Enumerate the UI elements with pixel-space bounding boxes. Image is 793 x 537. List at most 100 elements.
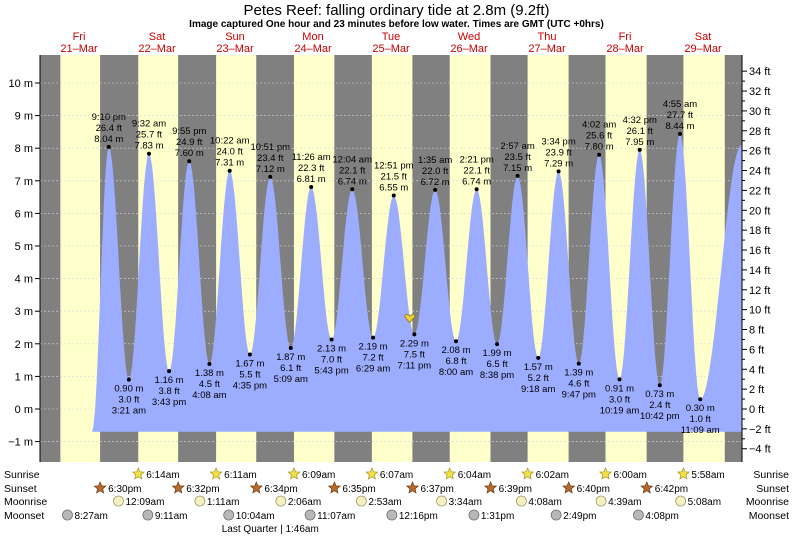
high-tide-meters: 6.55 m [379, 182, 408, 193]
moonset-time: 8:27am [74, 511, 107, 522]
day-date: 23–Mar [216, 43, 254, 55]
y-tick-label: 9 m [15, 111, 33, 123]
tide-point [227, 168, 232, 173]
day-date: 27–Mar [528, 43, 566, 55]
moonrise-icon [275, 495, 287, 507]
sunset-time: 6:39pm [499, 484, 532, 495]
sunrise-time: 5:58am [691, 470, 724, 481]
low-tide-meters: 2.08 m [441, 345, 470, 356]
low-tide-feet: 4.6 ft [568, 379, 589, 390]
sun-moon-events: Sunrise Sunset Moonrise Moonset Sunrise … [4, 467, 789, 535]
high-tide-meters: 8.44 m [665, 121, 694, 132]
moonrise-time: 4:39am [608, 497, 641, 508]
high-tide-feet: 22.1 ft [339, 165, 366, 176]
high-tide-time: 10:51 pm [250, 142, 290, 153]
tide-point [677, 131, 682, 136]
high-tide-time: 1:35 am [418, 155, 452, 166]
low-tide-meters: 1.87 m [276, 352, 305, 363]
moonrise-icon [595, 495, 607, 507]
day-name: Wed [458, 31, 480, 43]
moonset-icon [62, 509, 73, 521]
high-tide-meters: 8.04 m [94, 134, 123, 145]
high-tide-meters: 7.15 m [503, 163, 532, 174]
sunset-icon [640, 481, 654, 494]
moonset-icon [386, 509, 398, 521]
tide-point [126, 377, 131, 382]
moonset-time: 10:04am [236, 511, 275, 522]
low-tide-meters: 1.38 m [195, 368, 224, 379]
low-tide-meters: 1.39 m [564, 368, 593, 379]
moonrise-time: 2:06am [288, 497, 321, 508]
day-date: 21–Mar [60, 43, 98, 55]
sunrise-row-label-right: Sunrise [753, 469, 789, 481]
sunset-time: 6:32pm [186, 484, 219, 495]
sunrise-time: 6:07am [380, 470, 413, 481]
tide-point [207, 362, 212, 367]
high-tide-meters: 6.81 m [297, 174, 326, 185]
day-name: Thu [538, 31, 557, 43]
sunset-row-label-right: Sunset [756, 483, 789, 495]
sunset-icon [93, 481, 107, 494]
high-tide-meters: 6.74 m [338, 176, 367, 187]
sunrise-time: 6:11am [224, 470, 257, 481]
moonset-time: 12:16pm [399, 511, 438, 522]
low-tide-feet: 7.0 ft [321, 355, 342, 366]
high-tide-time: 3:34 pm [541, 136, 575, 147]
low-tide-meters: 0.30 m [686, 403, 715, 414]
low-tide-time: 5:09 am [274, 374, 308, 385]
sunset-time: 6:30pm [108, 484, 141, 495]
moonset-time: 9:11am [155, 511, 188, 522]
low-tide-meters: 1.16 m [155, 375, 184, 386]
day-headers: Fri21–MarSat22–MarSun23–MarMon24–MarTue2… [60, 31, 722, 55]
day-name: Mon [302, 31, 323, 43]
high-tide-time: 4:32 pm [623, 115, 657, 126]
high-tide-meters: 7.31 m [215, 158, 244, 169]
high-tide-feet: 23.4 ft [257, 153, 284, 164]
high-tide-feet: 22.3 ft [298, 163, 325, 174]
high-tide-time: 9:55 pm [172, 126, 206, 137]
high-tide-time: 9:10 pm [92, 112, 126, 123]
chart-subtitle: Image captured One hour and 23 minutes b… [189, 19, 604, 30]
high-tide-feet: 22.0 ft [422, 166, 449, 177]
sunrise-time: 6:09am [302, 470, 335, 481]
low-tide-meters: 2.19 m [359, 342, 388, 353]
low-tide-time: 8:38 pm [480, 370, 514, 381]
tide-point [617, 377, 622, 382]
moonset-time: 4:08pm [645, 511, 678, 522]
tide-point [515, 173, 520, 178]
sunrise-time: 6:00am [614, 470, 647, 481]
moonrise-time: 3:34am [449, 497, 482, 508]
y-tick-label: −1 m [8, 437, 33, 449]
tide-point [637, 147, 642, 152]
day-date: 22–Mar [138, 43, 176, 55]
y2-tick-label: 26 ft [749, 146, 770, 158]
y2-tick-label: 10 ft [749, 305, 770, 317]
high-tide-feet: 23.5 ft [504, 152, 531, 163]
y2-tick-label: 30 ft [749, 106, 770, 118]
y-tick-label: 7 m [15, 176, 33, 188]
sunrise-time: 6:14am [146, 470, 179, 481]
y2-tick-label: 0 ft [749, 404, 764, 416]
y-tick-label: 8 m [15, 143, 33, 155]
high-tide-feet: 24.0 ft [216, 147, 243, 158]
sunrise-time: 6:02am [536, 470, 569, 481]
low-tide-time: 9:18 am [521, 384, 555, 395]
moonset-time: 2:49pm [563, 511, 596, 522]
y2-tick-label: 22 ft [749, 185, 770, 197]
y-tick-label: 3 m [15, 306, 33, 318]
moonrise-icon [675, 495, 687, 507]
low-tide-feet: 5.5 ft [239, 370, 260, 381]
low-tide-feet: 7.2 ft [363, 353, 384, 364]
high-tide-feet: 23.9 ft [545, 147, 572, 158]
sunset-icon [249, 481, 263, 494]
tide-point [433, 187, 438, 192]
tide-point [576, 361, 581, 366]
y2-tick-label: 6 ft [749, 344, 764, 356]
low-tide-meters: 1.67 m [235, 359, 264, 370]
y2-tick-label: 24 ft [749, 166, 770, 178]
moonrise-time: 4:08am [528, 497, 561, 508]
y-tick-label: 2 m [15, 339, 33, 351]
low-tide-feet: 3.8 ft [159, 386, 180, 397]
